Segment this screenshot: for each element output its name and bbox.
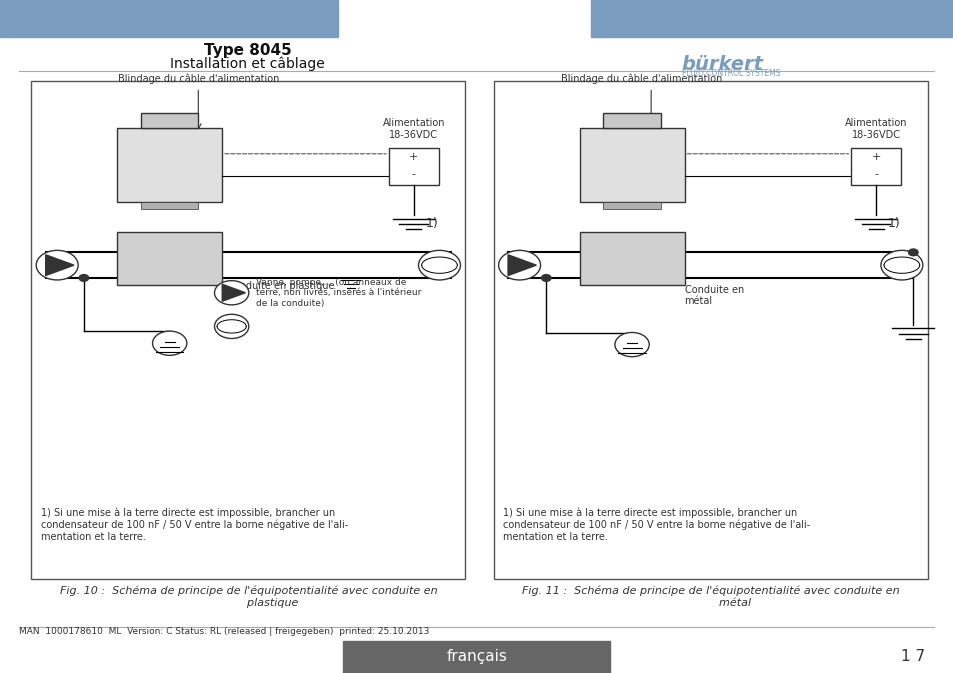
Text: +: + bbox=[409, 152, 418, 162]
Polygon shape bbox=[222, 284, 245, 302]
Text: Blindage du câble d'alimentation: Blindage du câble d'alimentation bbox=[560, 73, 721, 84]
Circle shape bbox=[541, 275, 551, 281]
Text: français: français bbox=[446, 649, 507, 664]
Text: Vanne, pompe,... (ou anneaux de
terre, non livrés, insérés à l'intérieur
de la c: Vanne, pompe,... (ou anneaux de terre, n… bbox=[256, 278, 421, 308]
Bar bbox=[117, 128, 222, 202]
Text: 1): 1) bbox=[425, 217, 437, 230]
Bar bbox=[0, 0, 338, 37]
Text: Conduite en plastique: Conduite en plastique bbox=[227, 281, 335, 291]
Bar bbox=[494, 81, 926, 579]
Text: 1) Si une mise à la terre directe est impossible, brancher un
condensateur de 10: 1) Si une mise à la terre directe est im… bbox=[41, 507, 348, 542]
Circle shape bbox=[498, 250, 540, 280]
Circle shape bbox=[214, 281, 249, 305]
Text: 1): 1) bbox=[886, 217, 900, 230]
Circle shape bbox=[214, 314, 249, 339]
Text: +: + bbox=[870, 152, 880, 162]
Text: -: - bbox=[873, 169, 877, 179]
Text: Alimentation
18-36VDC: Alimentation 18-36VDC bbox=[382, 118, 444, 140]
Circle shape bbox=[418, 250, 460, 280]
Bar bbox=[117, 232, 222, 285]
Text: Type 8045: Type 8045 bbox=[204, 43, 292, 58]
Text: Fig. 11 :  Schéma de principe de l'équipotentialité avec conduite en
           : Fig. 11 : Schéma de principe de l'équipo… bbox=[521, 586, 899, 608]
Bar bbox=[603, 202, 660, 209]
Text: Blindage du câble d'alimentation: Blindage du câble d'alimentation bbox=[117, 73, 278, 84]
Text: 1) Si une mise à la terre directe est impossible, brancher un
condensateur de 10: 1) Si une mise à la terre directe est im… bbox=[503, 507, 810, 542]
Bar bbox=[591, 0, 952, 37]
Bar bbox=[579, 128, 684, 202]
Text: 1 7: 1 7 bbox=[900, 649, 923, 664]
Bar bbox=[31, 81, 465, 579]
Bar bbox=[141, 202, 198, 209]
Bar bbox=[603, 113, 660, 128]
Circle shape bbox=[79, 275, 89, 281]
Polygon shape bbox=[508, 255, 536, 275]
Circle shape bbox=[36, 250, 78, 280]
Text: Fig. 10 :  Schéma de principe de l'équipotentialité avec conduite en
           : Fig. 10 : Schéma de principe de l'équipo… bbox=[59, 586, 436, 608]
Bar bbox=[389, 148, 438, 185]
Text: Alimentation
18-36VDC: Alimentation 18-36VDC bbox=[844, 118, 906, 140]
Bar bbox=[343, 641, 610, 673]
Text: -: - bbox=[412, 169, 416, 179]
Polygon shape bbox=[46, 255, 74, 275]
Circle shape bbox=[907, 249, 917, 256]
Bar bbox=[850, 148, 900, 185]
Text: Conduite en
métal: Conduite en métal bbox=[684, 285, 743, 306]
Text: bürkert: bürkert bbox=[681, 55, 762, 74]
Text: Installation et câblage: Installation et câblage bbox=[171, 57, 325, 71]
Bar bbox=[579, 232, 684, 285]
Text: FLUID CONTROL SYSTEMS: FLUID CONTROL SYSTEMS bbox=[681, 69, 780, 77]
Bar bbox=[141, 113, 198, 128]
Circle shape bbox=[880, 250, 922, 280]
Text: MAN  1000178610  ML  Version: C Status: RL (released | freigegeben)  printed: 25: MAN 1000178610 ML Version: C Status: RL … bbox=[19, 627, 429, 636]
Circle shape bbox=[615, 332, 649, 357]
Circle shape bbox=[152, 331, 187, 355]
